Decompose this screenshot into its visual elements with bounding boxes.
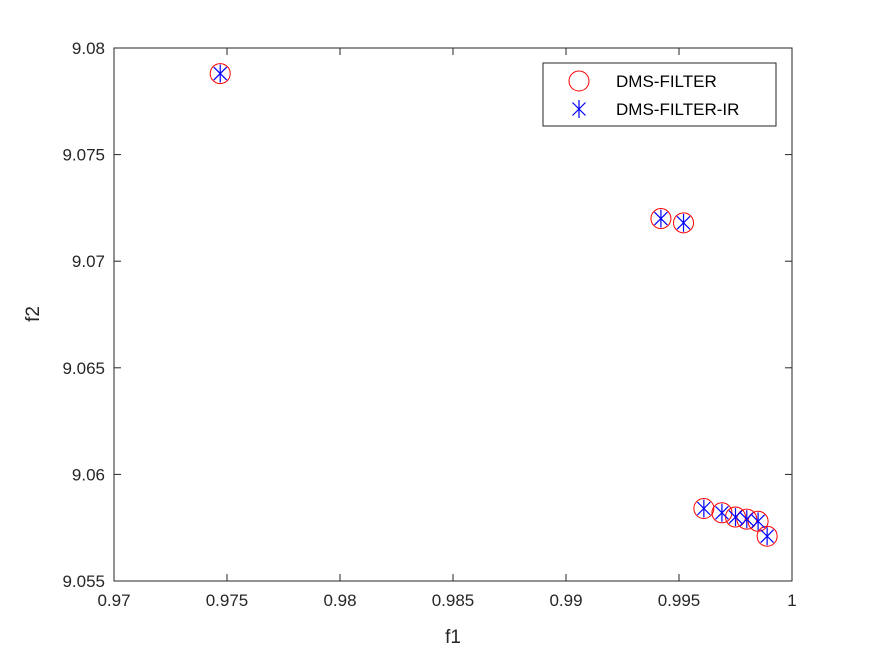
y-tick-label: 9.06 bbox=[72, 465, 105, 484]
x-tick-label: 0.99 bbox=[549, 591, 582, 610]
point-asterisk bbox=[676, 213, 691, 232]
x-tick-label: 1 bbox=[787, 591, 796, 610]
legend-marker-circle bbox=[568, 70, 590, 92]
x-axis-label: f1 bbox=[445, 627, 461, 648]
x-tick-label: 0.995 bbox=[658, 591, 701, 610]
point-asterisk bbox=[653, 209, 668, 228]
x-tick-label: 0.97 bbox=[97, 591, 130, 610]
point-asterisk bbox=[715, 503, 729, 522]
x-tick-label: 0.975 bbox=[206, 591, 249, 610]
legend-label: DMS-FILTER bbox=[616, 72, 717, 91]
series-dms-filter-ir bbox=[213, 64, 775, 546]
legend: DMS-FILTER DMS-FILTER-IR bbox=[542, 62, 777, 127]
y-tick-label: 9.055 bbox=[62, 572, 105, 591]
y-tick-label: 9.07 bbox=[72, 252, 105, 271]
y-tick-label: 9.075 bbox=[62, 146, 105, 165]
point-asterisk bbox=[213, 64, 228, 83]
point-asterisk bbox=[760, 527, 775, 546]
y-tick-label: 9.065 bbox=[62, 359, 105, 378]
point-asterisk bbox=[696, 499, 711, 518]
point-asterisk bbox=[728, 508, 743, 527]
point-asterisk bbox=[739, 510, 754, 529]
marks-layer bbox=[209, 63, 778, 547]
point-circle bbox=[693, 498, 715, 520]
x-tick-label: 0.98 bbox=[323, 591, 356, 610]
point-asterisk bbox=[751, 512, 766, 531]
y-axis-label: f2 bbox=[23, 306, 44, 322]
legend-box bbox=[542, 62, 777, 127]
ticks-layer: 0.97 0.975 0.98 0.985 0.99 0.995 1 9.055 9.06 9.0… bbox=[62, 39, 796, 610]
x-tick-label: 0.985 bbox=[432, 591, 475, 610]
point-circle bbox=[650, 208, 672, 230]
legend-label: DMS-FILTER-IR bbox=[616, 100, 739, 119]
y-tick-label: 9.08 bbox=[72, 39, 105, 58]
plot-area bbox=[114, 48, 792, 581]
point-circle bbox=[209, 63, 231, 85]
legend-marker-asterisk bbox=[572, 100, 586, 118]
point-circle bbox=[673, 212, 695, 234]
point-circle bbox=[756, 525, 778, 547]
